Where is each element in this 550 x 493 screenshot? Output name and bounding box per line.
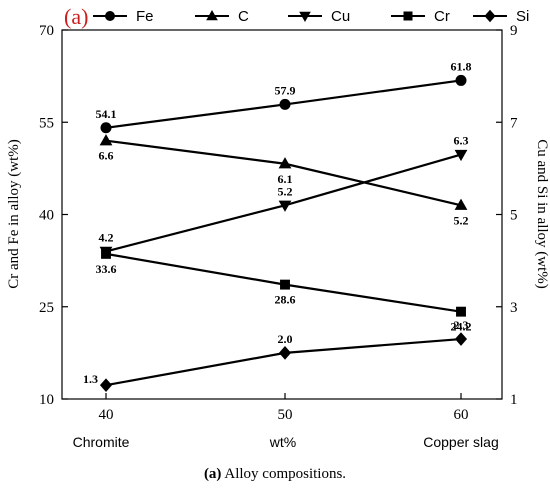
y-left-tick-label: 10 (39, 392, 54, 408)
y-right-tick-label: 5 (510, 208, 518, 224)
y-left-tick-label: 25 (39, 300, 54, 316)
y-right-tick-label: 1 (510, 392, 518, 408)
data-label-si: 2.3 (454, 318, 469, 332)
x-bottom-label-1: wt% (269, 434, 296, 450)
data-label-cu: 5.2 (278, 184, 293, 198)
point-c (99, 134, 113, 146)
y-axis-right-title: Cu and Si in alloy (wt%) (534, 139, 550, 289)
y-left-tick-label: 55 (39, 115, 54, 131)
figure-caption: (a) Alloy compositions. (0, 466, 550, 483)
legend-label-cu: Cu (331, 8, 350, 25)
axis-ticks: 10 25 40 55 70 1 3 5 7 9 40 50 60 (39, 23, 518, 423)
data-label-cr: 24.2 (451, 320, 472, 334)
data-label-fe: 57.9 (275, 83, 296, 97)
data-label-cu: 4.2 (99, 230, 114, 244)
y-right-tick-label: 3 (510, 300, 518, 316)
series-line-si (105, 337, 462, 387)
legend-marker-fe (105, 11, 115, 21)
point-si (454, 332, 468, 346)
point-fe (100, 122, 112, 134)
alloy-composition-chart: 10 25 40 55 70 1 3 5 7 9 40 50 60 54.1 57.9 61.8 6.6 6.1… (6, 4, 550, 450)
point-cu (454, 149, 468, 162)
data-label-fe: 54.1 (96, 107, 117, 121)
legend-marker-c (206, 10, 218, 21)
x-bottom-label-2: Copper slag (423, 434, 499, 450)
legend-label-si: Si (516, 8, 529, 25)
y-left-tick-label: 40 (39, 208, 54, 224)
legend-marker-cu (299, 11, 311, 22)
series-layer (99, 74, 468, 392)
data-label-c: 6.1 (278, 172, 293, 186)
data-label-c: 5.2 (454, 213, 469, 227)
x-bottom-label-0: Chromite (73, 434, 130, 450)
data-label-cu: 6.3 (454, 134, 469, 148)
legend-label-c: C (238, 8, 249, 25)
data-label-si: 2.0 (278, 332, 293, 346)
point-si (99, 378, 113, 392)
point-cr (280, 279, 290, 290)
x-tick-label: 50 (278, 407, 293, 423)
point-fe (279, 98, 291, 110)
y-right-tick-label: 9 (510, 23, 518, 39)
legend-marker-cr (403, 11, 413, 21)
caption-text: Alloy compositions. (224, 466, 347, 482)
x-tick-label: 60 (454, 407, 469, 423)
point-fe (455, 74, 467, 86)
point-c (454, 198, 468, 210)
data-label-cr: 33.6 (96, 262, 117, 276)
legend: Fe C Cu Cr Si (93, 8, 529, 25)
point-cr (456, 306, 466, 317)
caption-label: (a) (203, 466, 222, 482)
data-label-cr: 28.6 (275, 293, 296, 307)
point-cr (101, 248, 111, 259)
legend-marker-si (484, 9, 496, 23)
data-label-si: 1.3 (83, 372, 98, 386)
y-right-tick-label: 7 (510, 115, 518, 131)
y-left-tick-label: 70 (39, 23, 54, 39)
legend-label-cr: Cr (434, 8, 450, 25)
point-c (278, 157, 292, 169)
legend-label-fe: Fe (136, 8, 154, 25)
data-labels: 54.157.961.86.66.15.24.25.26.333.628.624… (83, 59, 472, 386)
data-label-c: 6.6 (99, 149, 114, 163)
point-cu (278, 200, 292, 212)
x-tick-label: 40 (99, 407, 114, 423)
panel-label: (a) (64, 4, 88, 29)
data-label-fe: 61.8 (451, 59, 472, 73)
y-axis-left-title: Cr and Fe in alloy (wt%) (6, 139, 22, 289)
point-si (278, 346, 292, 360)
